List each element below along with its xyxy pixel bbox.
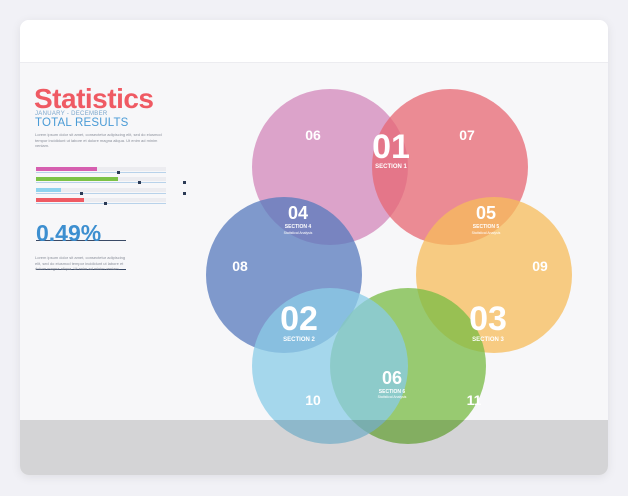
section-01-label: SECTION 1 (375, 164, 407, 170)
section-03-number: 03 (469, 300, 507, 338)
label-08: 08 (232, 258, 248, 274)
intro-text: Lorem ipsum dolor sit amet, consectetur … (35, 132, 162, 148)
progress-fill (36, 177, 118, 181)
label-11: 11 (467, 392, 482, 408)
section-03-label: SECTION 3 (472, 337, 504, 343)
divider-bottom (36, 269, 126, 270)
progress-fill (36, 188, 61, 192)
progress-bar-green (36, 177, 166, 181)
stat-description: Lorem ipsum dolor sit amet, consectetur … (35, 255, 126, 271)
progress-fill (36, 198, 85, 202)
section-04-caption: Statistical Analysis (284, 231, 313, 235)
top-bar (20, 20, 608, 63)
bar-rail (36, 193, 166, 194)
divider-top (36, 240, 126, 241)
section-06-label: SECTION 6 (379, 389, 406, 395)
circle-sky (252, 288, 408, 444)
section-05-label: SECTION 5 (473, 224, 500, 230)
percent-value: 0.49% (36, 220, 102, 246)
bar-marker (138, 181, 141, 184)
date-range: JANUARY - DECEMBER (35, 111, 108, 117)
progress-fill (36, 167, 98, 171)
section-04-label: SECTION 4 (285, 224, 312, 230)
label-10: 10 (305, 392, 321, 408)
bar-marker (117, 171, 120, 174)
bar-rail (36, 182, 166, 183)
section-05-number: 05 (476, 203, 496, 223)
section-06-caption: Statistical Analysis (378, 395, 407, 399)
label-06-top: 06 (305, 127, 321, 143)
progress-bar-magenta (36, 167, 166, 171)
bar-marker (104, 202, 107, 205)
section-05-caption: Statistical Analysis (472, 231, 501, 235)
bar-marker (183, 181, 186, 184)
section-06-number: 06 (382, 368, 402, 388)
bar-marker (80, 192, 83, 195)
progress-bar-light-blue (36, 188, 166, 192)
label-07: 07 (459, 127, 475, 143)
section-02-label: SECTION 2 (283, 337, 315, 343)
total-results-heading: TOTAL RESULTS (35, 117, 129, 129)
section-01-number: 01 (372, 128, 410, 166)
bar-rail (36, 172, 166, 173)
bar-rail (36, 203, 166, 204)
progress-bar-red (36, 198, 166, 202)
section-04-number: 04 (288, 203, 308, 223)
section-02-number: 02 (280, 300, 318, 338)
page-title: Statistics (34, 83, 154, 114)
label-09: 09 (532, 258, 548, 274)
bar-marker (183, 192, 186, 195)
